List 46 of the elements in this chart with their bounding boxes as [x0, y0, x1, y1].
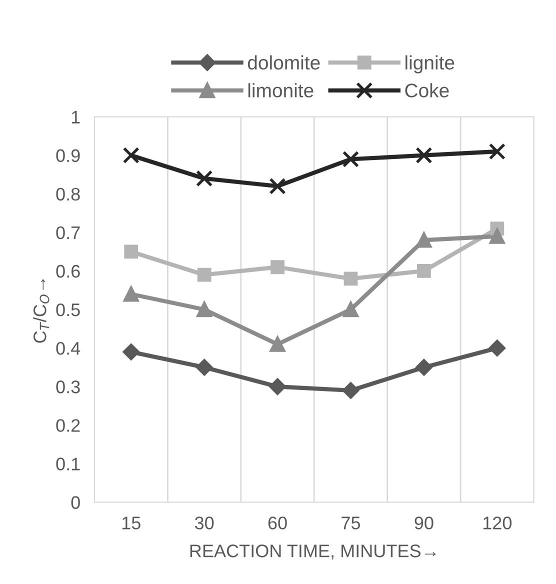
- point: [124, 244, 138, 259]
- point: [416, 359, 432, 376]
- x-tick-label: 30: [194, 516, 214, 530]
- point: [196, 170, 213, 187]
- y-tick-label: 0.4: [56, 342, 80, 355]
- point: [488, 340, 506, 356]
- y-tick-label: 0.2: [56, 419, 80, 432]
- legend-label: lignite: [406, 55, 454, 74]
- y-tick-label: 0: [71, 496, 80, 509]
- y-tick-label: 0.8: [56, 188, 80, 201]
- point: [417, 264, 431, 278]
- y-tick-label: 1: [72, 110, 80, 124]
- y-tick-label: 0.3: [56, 380, 80, 394]
- point: [488, 143, 506, 160]
- point: [270, 260, 284, 274]
- y-tick-label: 0.6: [56, 264, 80, 278]
- point: [196, 359, 213, 376]
- legend-label: Coke: [405, 83, 449, 98]
- point: [270, 336, 286, 352]
- legend-label: limonite: [248, 83, 314, 98]
- point: [197, 268, 212, 282]
- point: [416, 232, 432, 248]
- legend-label: dolomite: [248, 55, 320, 70]
- point: [269, 378, 286, 395]
- point: [196, 302, 212, 318]
- x-tick-label: 75: [342, 516, 360, 530]
- x-tick-label: 60: [268, 516, 287, 530]
- point: [122, 344, 140, 360]
- point: [344, 272, 358, 286]
- x-tick-label: 15: [122, 516, 140, 530]
- point: [343, 302, 358, 318]
- point: [123, 286, 139, 302]
- y-axis-title: C$_{T}$/C$_{O}$→: [33, 279, 50, 343]
- point: [122, 147, 140, 164]
- x-axis-title: REACTION TIME, MINUTES→: [190, 544, 436, 560]
- point: [342, 150, 360, 168]
- point: [269, 178, 286, 195]
- y-tick-label: 0.5: [56, 303, 80, 316]
- point: [342, 382, 360, 399]
- point: [490, 228, 505, 244]
- point: [416, 147, 432, 164]
- y-tick-label: 0.1: [56, 458, 80, 470]
- y-tick-label: 0.9: [56, 149, 80, 162]
- y-tick-label: 0.7: [56, 226, 80, 240]
- x-tick-label: 120: [483, 516, 512, 530]
- x-tick-label: 90: [414, 516, 434, 530]
